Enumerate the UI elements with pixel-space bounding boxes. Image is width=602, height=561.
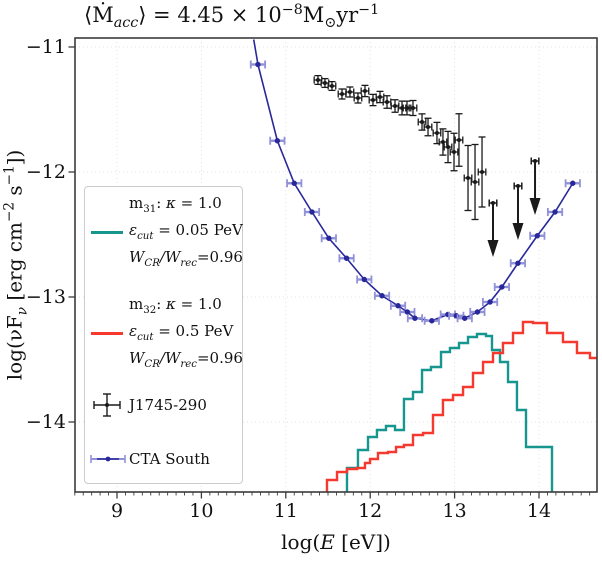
legend-entry-j1745: J1745-290 (129, 396, 207, 414)
y-axis-label: log(νFν [erg cm−2 s−1]) (1, 149, 31, 381)
svg-text:−11: −11 (26, 36, 66, 58)
legend-entry-m32: m32: κ = 1.0 εcut = 0.5 PeV WCR/Wrec=0.9… (129, 295, 243, 370)
cta-line-marker-icon (90, 455, 126, 463)
m32-line-swatch (91, 332, 123, 335)
svg-text:−13: −13 (26, 286, 66, 308)
svg-text:10: 10 (189, 500, 213, 522)
svg-text:11: 11 (274, 500, 298, 522)
svg-text:14: 14 (527, 500, 551, 522)
legend-box: m31: κ = 1.0 εcut = 0.05 PeV WCR/Wrec=0.… (84, 186, 243, 484)
svg-text:12: 12 (358, 500, 382, 522)
m31-line-swatch (91, 231, 123, 234)
svg-text:9: 9 (111, 500, 123, 522)
svg-text:−12: −12 (26, 161, 66, 183)
legend-entry-cta: CTA South (129, 450, 210, 468)
svg-text:13: 13 (443, 500, 467, 522)
plot-title: ⟨Ṁacc⟩ = 4.45 × 10−8M⊙yr−1 (84, 2, 380, 32)
legend-entry-m31: m31: κ = 1.0 εcut = 0.05 PeV WCR/Wrec=0.… (129, 194, 243, 269)
errorbar-marker-icon (93, 393, 121, 417)
x-axis-label: log(E [eV]) (281, 530, 391, 554)
svg-text:−14: −14 (26, 411, 66, 433)
